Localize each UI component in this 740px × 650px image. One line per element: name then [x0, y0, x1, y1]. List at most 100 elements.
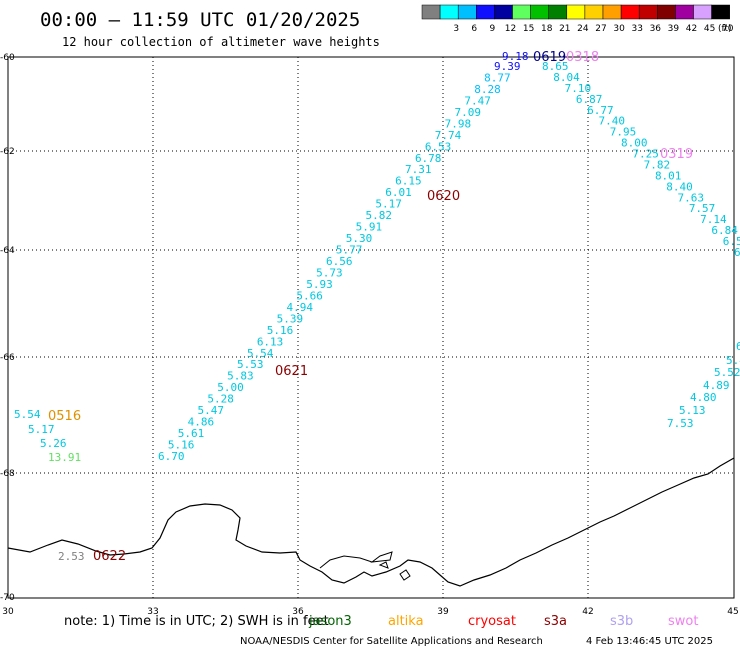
track-label-0620: 0620 [427, 189, 460, 204]
wave-value: 5.61 [178, 427, 205, 440]
x-tick-30: 30 [2, 607, 14, 617]
colorbar-tick: 18 [541, 24, 553, 34]
colorbar-swatch [602, 4, 622, 20]
x-tick-36: 36 [292, 607, 304, 617]
wave-value: 6.53 [425, 140, 452, 153]
footer-credit: NOAA/NESDIS Center for Satellite Applica… [240, 636, 543, 647]
track-label-0622: 0622 [93, 549, 126, 564]
wave-value: 5.13 [679, 404, 706, 417]
colorbar-tick: 39 [668, 24, 680, 34]
colorbar-swatch [638, 4, 658, 20]
wave-value: 5.83 [227, 370, 254, 383]
wave-value: 7.47 [464, 94, 491, 107]
wave-value: 5.54 [247, 347, 274, 360]
colorbar-tick: 30 [613, 24, 625, 34]
wave-height-values: 9.189.398.778.287.477.097.987.746.536.78… [14, 50, 740, 563]
satellite-s3a: s3a [544, 614, 567, 629]
wave-value: 6 [736, 340, 740, 353]
satellite-s3b: s3b [610, 614, 633, 629]
wave-value: 8.40 [666, 180, 693, 193]
plot-frame [7, 56, 735, 599]
wave-value: 7.25 [632, 148, 659, 161]
wave-value: 7.98 [445, 117, 472, 130]
track-label-0319: 0319 [660, 147, 693, 162]
colorbar-swatch [620, 4, 640, 20]
wave-value: 5.82 [366, 209, 393, 222]
x-tick-33: 33 [147, 607, 158, 617]
colorbar-tick: 9 [490, 24, 496, 34]
colorbar-tick: 21 [559, 24, 570, 34]
track-label-0516: 0516 [48, 409, 81, 424]
colorbar-tick: 3 [453, 24, 459, 34]
wave-value: 5.73 [316, 266, 343, 279]
wave-value: 13.91 [48, 451, 81, 464]
wave-height-colorbar: 3 6 9 12 15 18 21 24 27 30 33 36 39 42 45 70(ft) [421, 4, 734, 34]
y-tick-60: -60 [0, 53, 15, 63]
y-tick-70: -70 [0, 593, 15, 603]
wave-value: 5.53 [237, 358, 264, 371]
wave-value: 5.17 [28, 423, 55, 436]
colorbar-swatch [566, 4, 586, 20]
wave-value: 5.4 [726, 354, 740, 367]
colorbar-tick: 70 [722, 24, 734, 34]
map-title: 00:00 – 11:59 UTC 01/20/2025 [40, 9, 360, 31]
footer-note: note: 1) Time is in UTC; 2) SWH is in fe… [64, 614, 329, 629]
wave-value: 6.01 [385, 186, 412, 199]
colorbar-tick: 15 [523, 24, 534, 34]
map-subtitle: 12 hour collection of altimeter wave hei… [62, 35, 380, 49]
wave-value: 2.53 [58, 550, 85, 563]
satellite-jason3: jason3 [308, 614, 352, 629]
colorbar-swatch [657, 4, 676, 20]
wave-value: 5.66 [296, 289, 323, 302]
wave-value: 5.93 [306, 278, 333, 291]
wave-value: 5.26 [40, 437, 67, 450]
colorbar-swatch [439, 4, 459, 20]
wave-value: 6.78 [415, 152, 442, 165]
wave-value: 7.95 [610, 126, 637, 139]
wave-value: 6.15 [395, 175, 422, 188]
antarctica-coastline [7, 457, 735, 587]
satellite-altika: altika [388, 614, 424, 629]
wave-value: 5.47 [198, 404, 225, 417]
wave-value: 6.13 [257, 335, 284, 348]
wave-value: 8.65 [542, 60, 569, 73]
satellite-cryosat: cryosat [468, 614, 516, 629]
wave-value: 6. [734, 246, 740, 259]
y-tick-66: -66 [0, 353, 15, 363]
track-label-0318: 0318 [566, 50, 599, 65]
wave-value: 8.01 [655, 169, 682, 182]
colorbar-unit: (ft) [718, 24, 732, 34]
wave-value: 7.53 [667, 417, 694, 430]
x-tick-42: 42 [582, 607, 593, 617]
colorbar-tick: 24 [577, 24, 589, 34]
colorbar-swatch [421, 4, 441, 20]
y-tick-68: -68 [0, 469, 15, 479]
wave-value: 4.86 [188, 416, 215, 429]
wave-value: 5.77 [336, 244, 363, 257]
footer-timestamp: 4 Feb 13:46:45 UTC 2025 [586, 636, 713, 647]
wave-value: 6.58 [723, 235, 740, 248]
wave-value: 7.57 [689, 202, 716, 215]
wave-value: 5.91 [356, 221, 383, 234]
colorbar-swatch [530, 4, 549, 20]
wave-value: 4.89 [703, 379, 730, 392]
wave-value: 7.82 [644, 158, 671, 171]
wave-value: 7.14 [700, 213, 727, 226]
x-tick-39: 39 [437, 607, 449, 617]
colorbar-tick: 12 [505, 24, 516, 34]
wave-value: 9.39 [494, 60, 521, 73]
wave-value: 6.56 [326, 255, 353, 268]
x-tick-45: 45 [727, 607, 738, 617]
colorbar-swatch [693, 4, 712, 20]
wave-value: 5.52 [714, 366, 740, 379]
track-label-0619: 0619 [533, 50, 566, 65]
wave-value: 5.16 [267, 324, 294, 337]
wave-value: 7.63 [678, 191, 705, 204]
track-label-0621: 0621 [275, 364, 308, 379]
colorbar-tick: 42 [686, 24, 697, 34]
colorbar-swatch [711, 4, 730, 20]
wave-value: 9.18 [502, 50, 529, 63]
colorbar-swatch [494, 4, 513, 20]
wave-value: 5.54 [14, 408, 41, 421]
gridlines [8, 57, 734, 598]
